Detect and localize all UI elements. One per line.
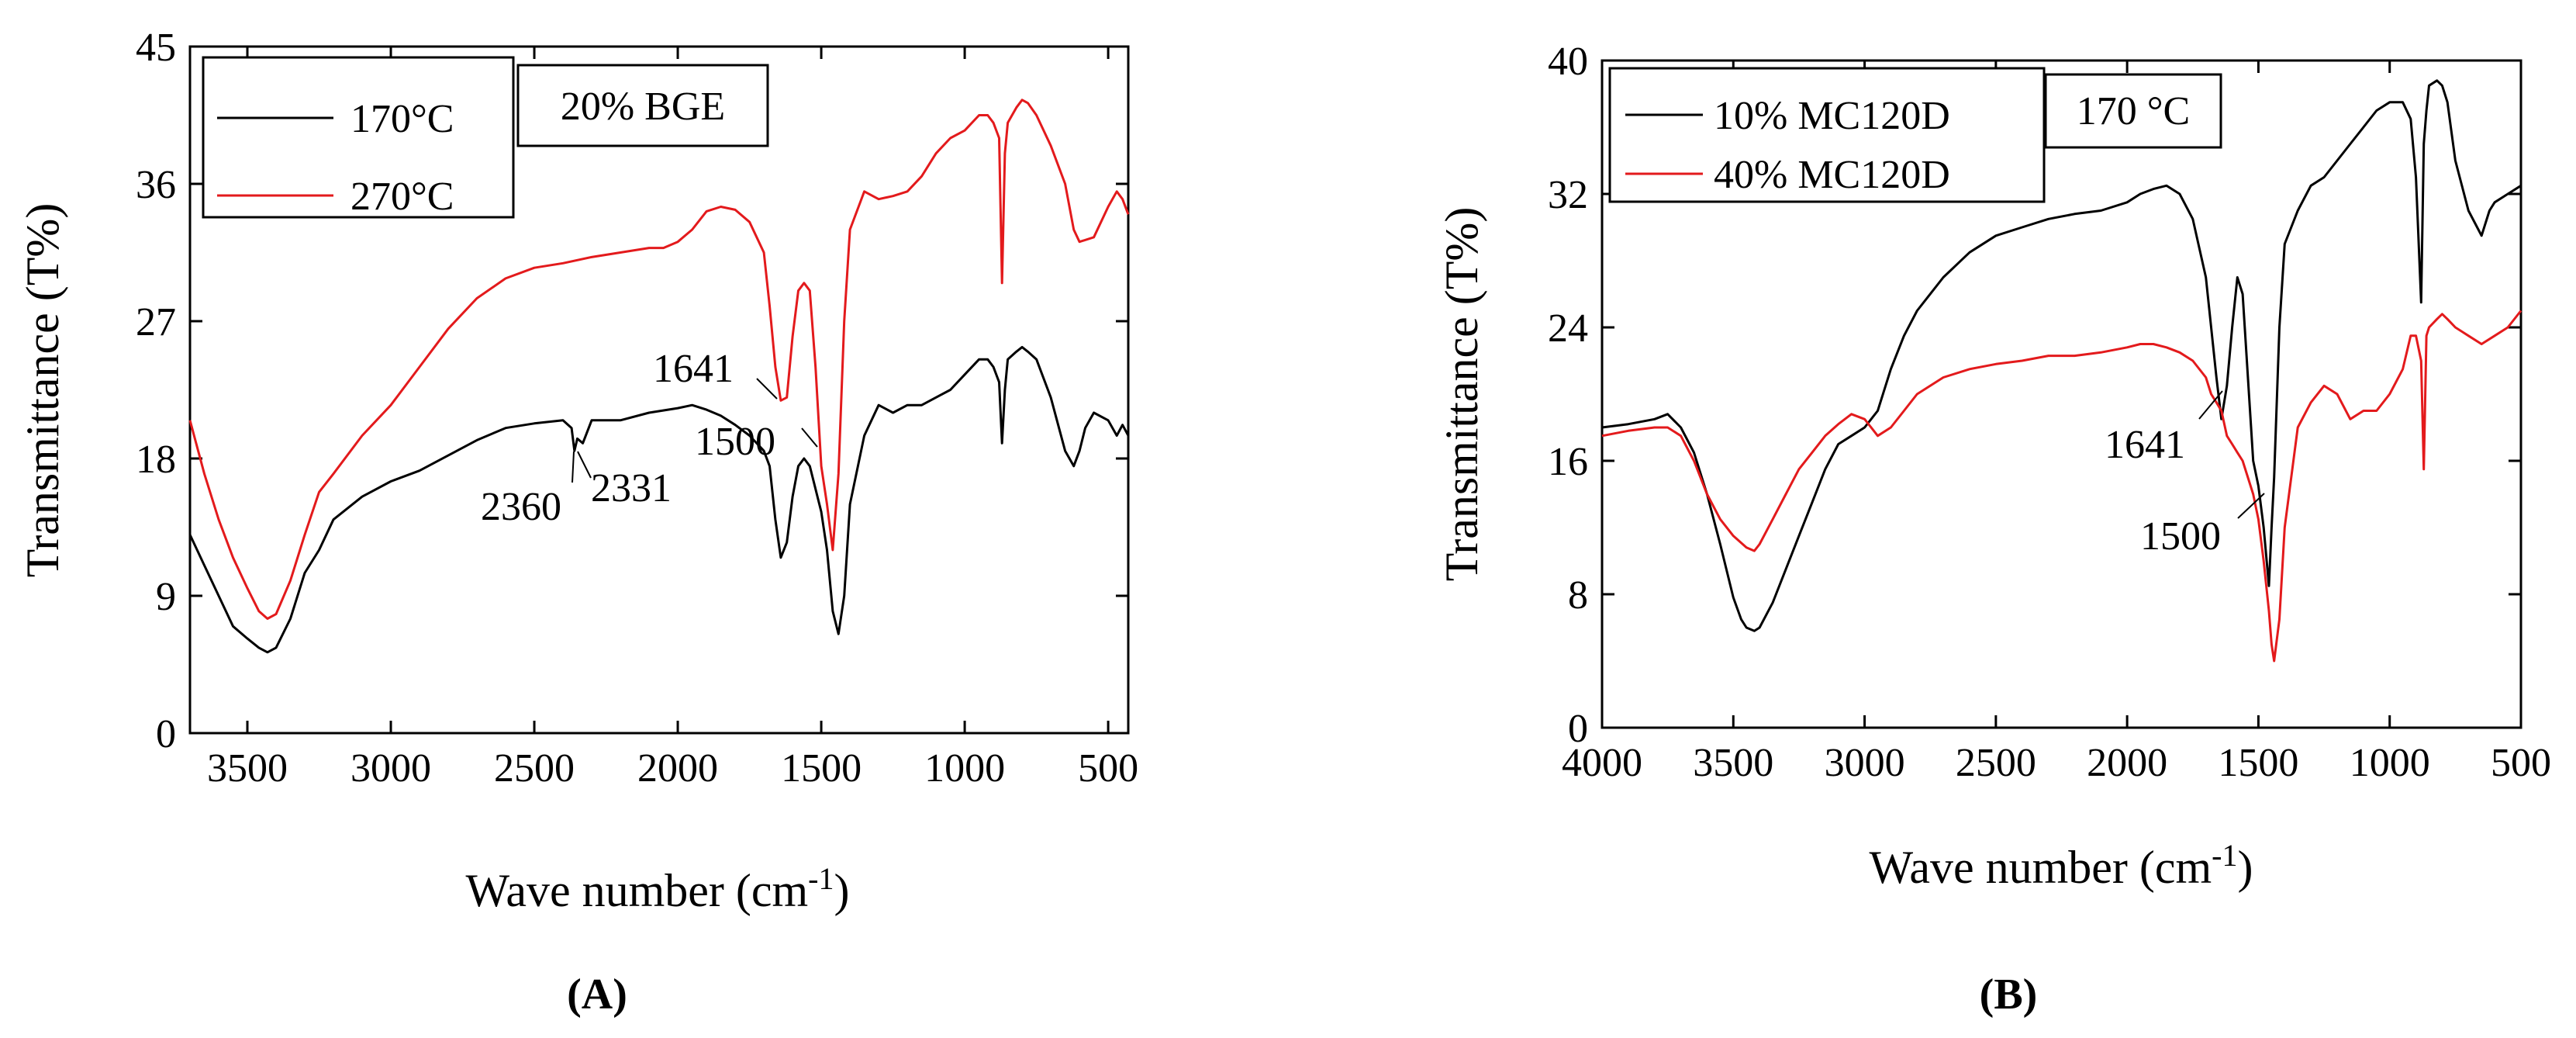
x-tick-label-b-1000: 1000 [2350, 741, 2430, 785]
annotation-1641-a: 1641 [653, 347, 734, 391]
legend-box-b [1608, 67, 2046, 203]
y-axis-title-a: Transmittance (T%) [17, 203, 68, 578]
y-tick-label-b-8: 8 [1568, 573, 1588, 618]
x-axis-title-b: Wave number (cm-1) [1870, 838, 2253, 894]
panel-a: 0 9 18 27 36 45 3500 3000 2500 2000 1500 1000 500 1… [17, 26, 1138, 1019]
x-tick-label-a-2000: 2000 [637, 746, 718, 791]
annotation-2331: 2331 [591, 466, 672, 510]
panel-b: 0 8 16 24 32 40 4000 3500 3000 2500 2000 1500 1000 5… [1436, 40, 2551, 1019]
x-tick-label-a-1500: 1500 [781, 746, 862, 791]
condition-box-a [516, 64, 769, 147]
plot-frame-b [1601, 59, 2522, 729]
legend-label-10pct: 10% MC120D [1714, 94, 1950, 138]
y-tick-label-a-9: 9 [156, 575, 176, 619]
x-tick-label-b-4000: 4000 [1562, 741, 1642, 785]
series-line-b-1 [1601, 310, 2522, 663]
condition-label-a: 20% BGE [561, 85, 725, 129]
x-tick-label-a-3000: 3000 [350, 746, 431, 791]
condition-box-b [2044, 73, 2222, 149]
x-tick-label-a-1000: 1000 [924, 746, 1005, 791]
condition-label-b: 170 °C [2077, 89, 2190, 133]
legend-label-270c: 270°C [350, 175, 454, 219]
annotation-leader-1641-b [2198, 390, 2223, 420]
x-tick-label-b-2000: 2000 [2087, 741, 2167, 785]
x-axis-title-a: Wave number (cm-1) [466, 861, 850, 917]
annotation-leader-1641-a [756, 378, 778, 400]
annotation-2360: 2360 [481, 485, 561, 529]
panel-label-b: (B) [1980, 971, 2038, 1019]
y-tick-label-b-24: 24 [1548, 306, 1588, 351]
y-tick-label-b-16: 16 [1548, 440, 1588, 484]
x-tick-label-b-3000: 3000 [1825, 741, 1905, 785]
y-tick-label-a-45: 45 [136, 26, 176, 70]
legend-label-170c: 170°C [350, 97, 454, 141]
panel-label-a: (A) [567, 971, 627, 1019]
x-tick-label-b-1500: 1500 [2218, 741, 2298, 785]
y-tick-label-b-32: 32 [1548, 173, 1588, 217]
y-tick-label-b-0: 0 [1568, 707, 1588, 751]
annotation-leader-1500-b [2237, 493, 2265, 519]
annotation-leader-2360 [571, 451, 575, 483]
plot-frame-a [188, 45, 1130, 735]
annotation-leader-1500-a [801, 427, 818, 448]
x-tick-label-a-2500: 2500 [494, 746, 575, 791]
y-tick-label-a-0: 0 [156, 712, 176, 756]
series-line-b-0 [1601, 79, 2522, 632]
x-tick-label-b-500: 500 [2491, 741, 2551, 785]
series-line-a-0 [188, 345, 1130, 654]
annotation-1500-b: 1500 [2140, 514, 2221, 559]
y-axis-title-b: Transmittance (T%) [1436, 207, 1487, 582]
x-tick-label-a-3500: 3500 [207, 746, 288, 791]
x-tick-label-b-3500: 3500 [1693, 741, 1773, 785]
y-tick-label-b-40: 40 [1548, 40, 1588, 84]
annotation-leader-2331 [577, 451, 592, 479]
x-tick-label-b-2500: 2500 [1956, 741, 2036, 785]
annotation-1500-a: 1500 [695, 420, 775, 464]
series-line-a-1 [188, 99, 1130, 620]
legend-box-a [202, 56, 515, 219]
y-tick-label-a-27: 27 [136, 300, 176, 344]
y-tick-label-a-18: 18 [136, 438, 176, 482]
annotation-1641-b: 1641 [2105, 423, 2185, 467]
x-tick-label-a-500: 500 [1078, 746, 1138, 791]
legend-label-40pct: 40% MC120D [1714, 153, 1950, 197]
y-tick-label-a-36: 36 [136, 163, 176, 207]
